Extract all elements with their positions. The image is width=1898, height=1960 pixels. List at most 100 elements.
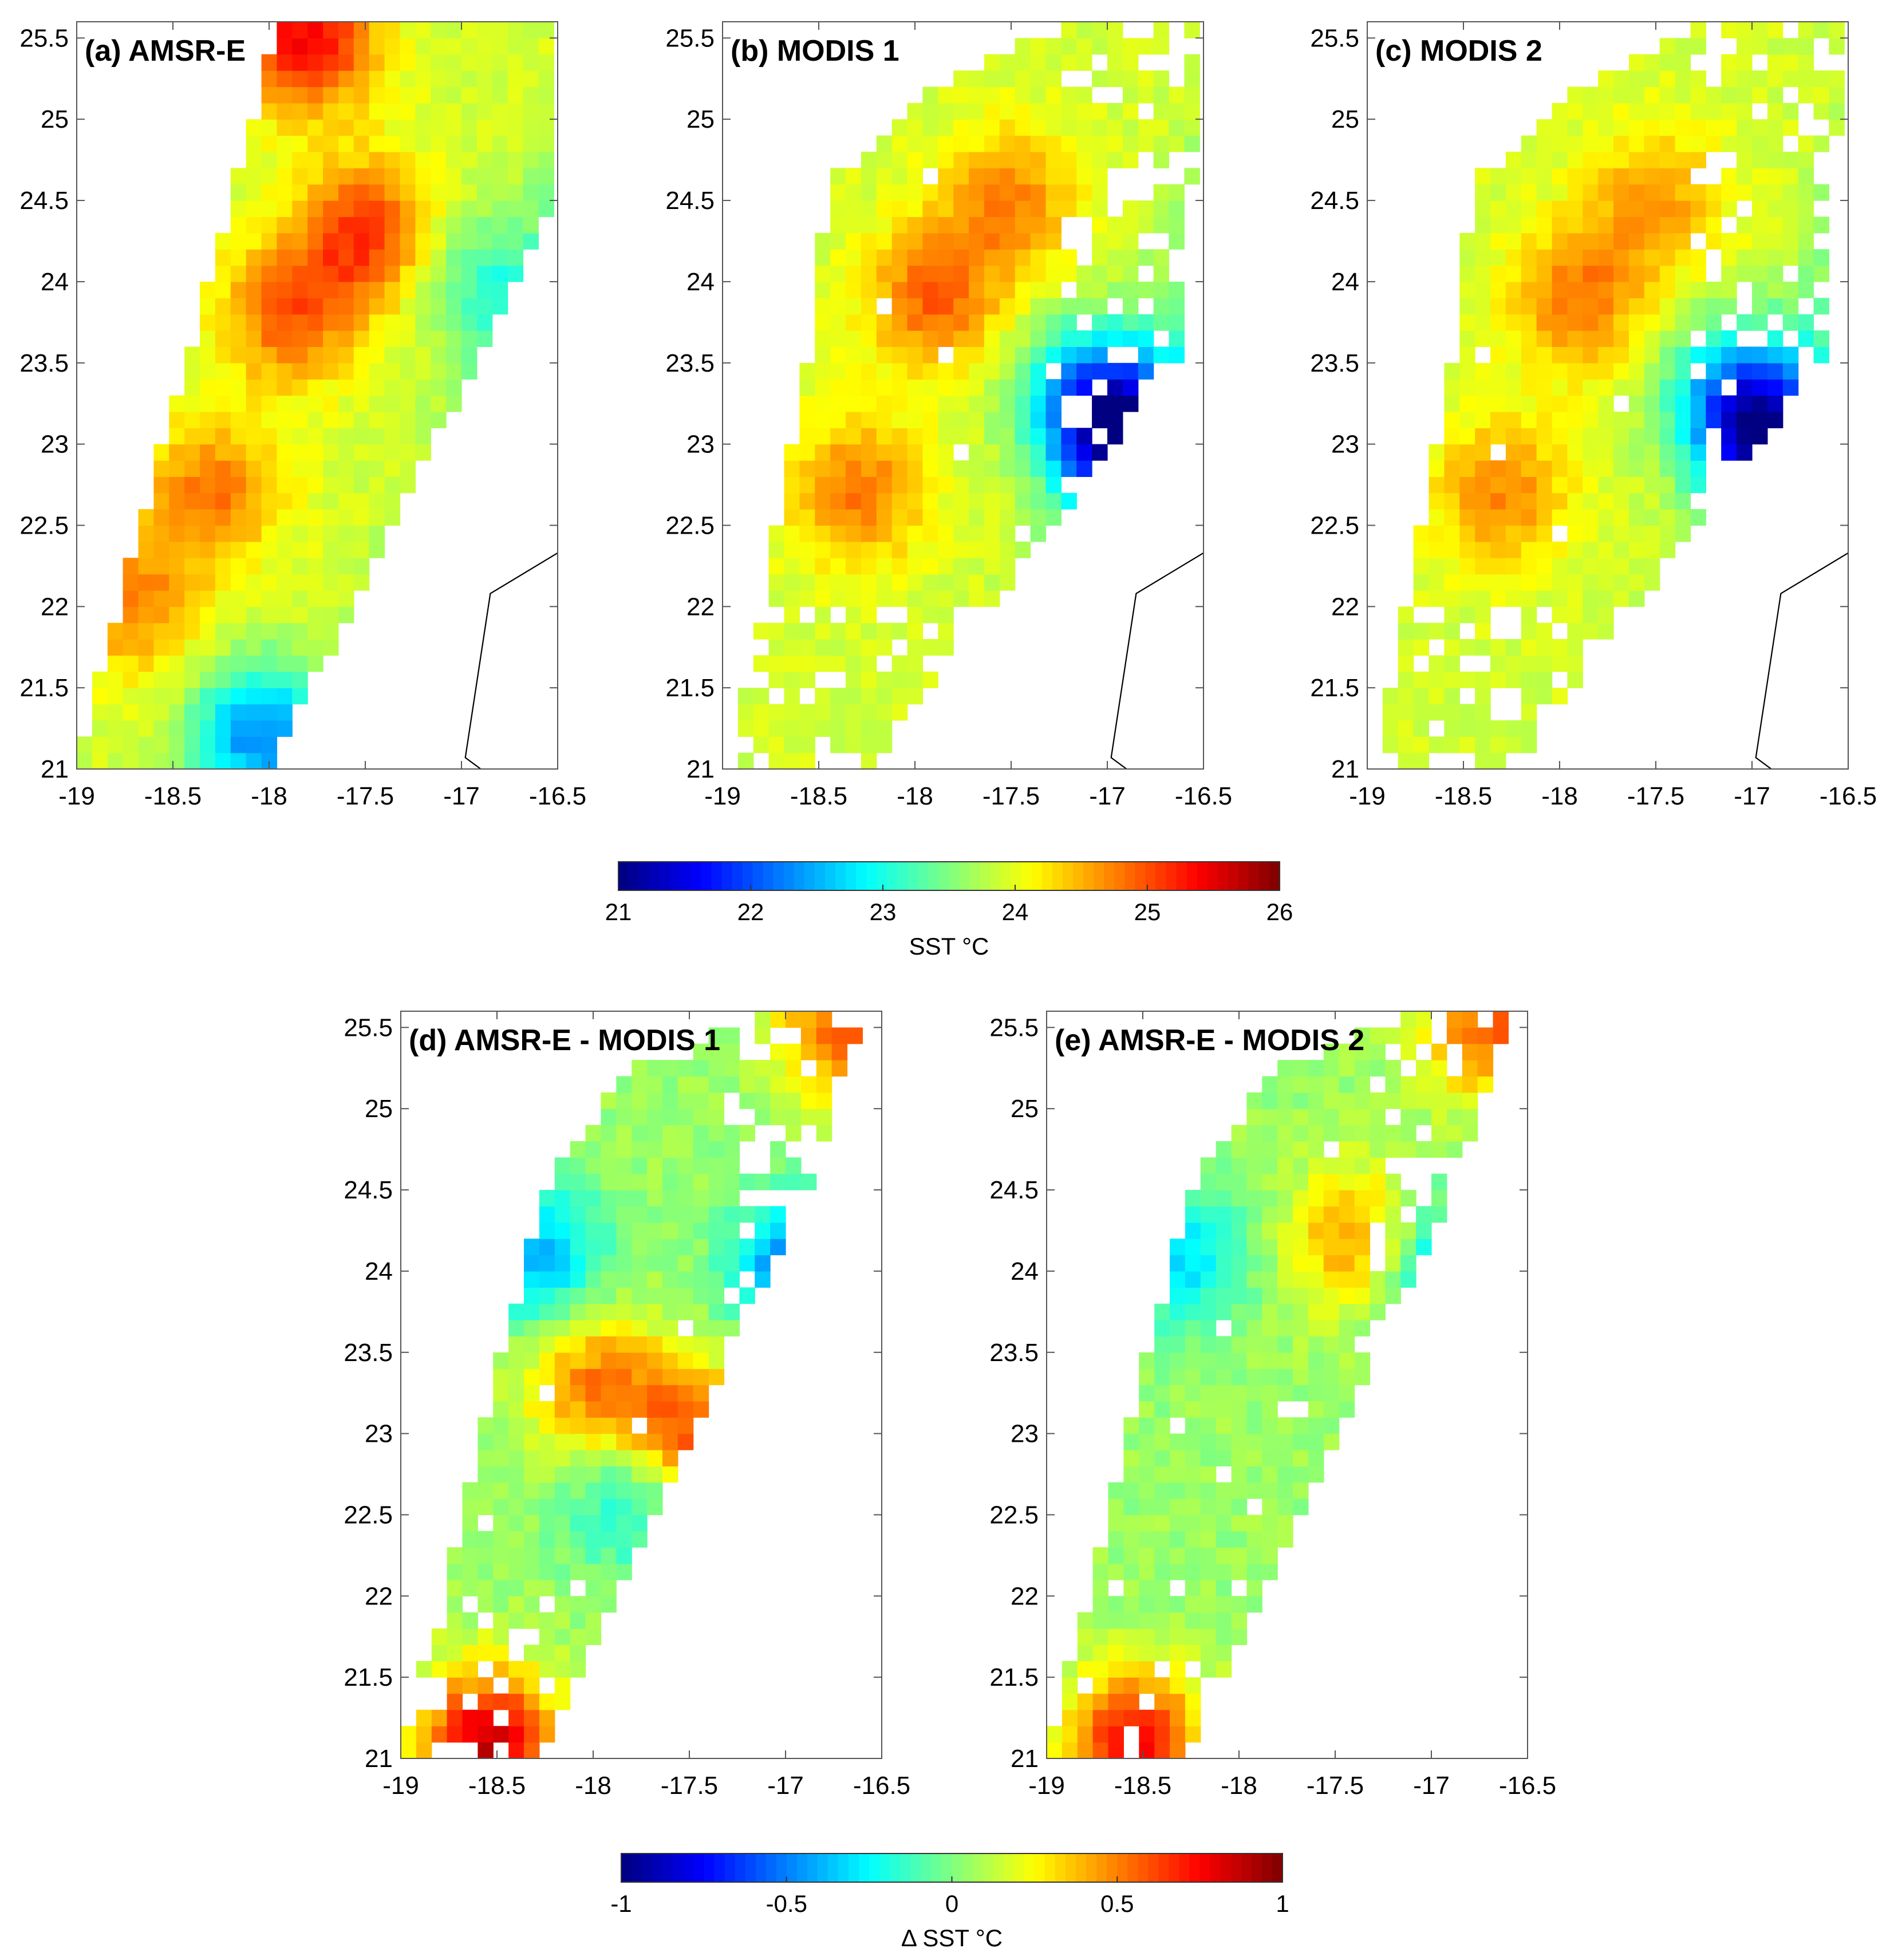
sst-pixel <box>292 606 308 624</box>
sst-pixel <box>184 671 200 688</box>
sst-pixel <box>647 1352 663 1369</box>
sst-pixel <box>953 362 969 380</box>
sst-pixel <box>1505 444 1522 461</box>
sst-pixel <box>1076 330 1092 347</box>
sst-pixel <box>1431 1125 1447 1142</box>
sst-pixel <box>1598 216 1614 234</box>
sst-pixel <box>922 574 938 591</box>
sst-pixel <box>953 216 969 234</box>
sst-pixel <box>353 54 370 71</box>
sst-pixel <box>462 1709 478 1726</box>
sst-pixel <box>200 379 216 396</box>
sst-pixel <box>861 168 877 185</box>
sst-pixel <box>415 281 431 298</box>
sst-pixel <box>1798 265 1814 282</box>
sst-pixel <box>768 704 785 721</box>
sst-pixel <box>830 346 846 364</box>
sst-pixel <box>123 704 139 721</box>
sst-pixel <box>1782 314 1799 331</box>
sst-pixel <box>1598 314 1614 331</box>
sst-pixel <box>861 590 877 607</box>
sst-pixel <box>570 1401 586 1418</box>
sst-pixel <box>753 704 770 721</box>
sst-pixel <box>261 54 278 71</box>
sst-pixel <box>261 541 278 558</box>
sst-pixel <box>570 1239 586 1256</box>
sst-pixel <box>1521 216 1537 234</box>
sst-pixel <box>539 1303 555 1320</box>
sst-pixel <box>891 232 908 250</box>
sst-pixel <box>1246 1125 1262 1142</box>
sst-pixel <box>1782 152 1799 168</box>
sst-pixel <box>462 1563 478 1580</box>
sst-pixel <box>1505 265 1522 282</box>
sst-pixel <box>816 1109 832 1126</box>
sst-pixel <box>1721 249 1737 266</box>
sst-pixel <box>770 1239 786 1256</box>
sst-pixel <box>1429 736 1445 754</box>
sst-pixel <box>1262 1125 1278 1142</box>
sst-pixel <box>1169 232 1185 250</box>
sst-pixel <box>938 541 954 558</box>
sst-pixel <box>876 509 893 526</box>
sst-pixel <box>922 232 938 250</box>
sst-pixel <box>1185 1255 1201 1272</box>
sst-pixel <box>369 102 385 120</box>
sst-pixel <box>1737 314 1753 331</box>
sst-pixel <box>907 541 924 558</box>
sst-pixel <box>1061 152 1077 168</box>
sst-pixel <box>1092 232 1108 250</box>
sst-pixel <box>415 314 431 331</box>
sst-pixel <box>1706 314 1722 331</box>
sst-pixel <box>1154 1320 1170 1336</box>
sst-pixel <box>876 688 893 705</box>
sst-pixel <box>554 1417 571 1434</box>
sst-pixel <box>507 216 524 234</box>
colorbar-swatch <box>763 862 774 890</box>
sst-pixel <box>1122 200 1139 218</box>
sst-pixel <box>1721 54 1737 71</box>
sst-pixel <box>677 1076 694 1093</box>
sst-pixel <box>677 1417 694 1434</box>
sst-pixel <box>1505 379 1522 396</box>
sst-pixel <box>1536 671 1553 688</box>
sst-pixel <box>1339 1109 1355 1126</box>
sst-pixel <box>815 688 831 705</box>
sst-pixel <box>953 460 969 477</box>
sst-pixel <box>353 492 370 510</box>
sst-pixel <box>1154 1742 1170 1758</box>
sst-pixel <box>739 1239 755 1256</box>
sst-pixel <box>585 1433 602 1450</box>
sst-pixel <box>1092 152 1108 168</box>
sst-pixel <box>601 1141 617 1158</box>
sst-pixel <box>461 86 478 104</box>
sst-pixel <box>816 1027 832 1044</box>
sst-pixel <box>1123 1531 1139 1548</box>
sst-pixel <box>169 622 185 640</box>
sst-pixel <box>1505 314 1522 331</box>
sst-pixel <box>538 184 554 201</box>
sst-pixel <box>1076 168 1092 185</box>
sst-pixel <box>1459 736 1475 754</box>
sst-pixel <box>1108 1693 1124 1710</box>
sst-pixel <box>1293 1482 1309 1499</box>
sst-pixel <box>1475 184 1491 201</box>
sst-pixel <box>446 379 462 396</box>
sst-pixel <box>1613 590 1629 607</box>
sst-pixel <box>846 574 862 591</box>
sst-pixel <box>277 152 293 168</box>
sst-pixel <box>1354 1352 1371 1369</box>
sst-pixel <box>431 119 447 136</box>
sst-pixel <box>369 184 385 201</box>
sst-pixel <box>1567 428 1583 445</box>
sst-pixel <box>508 1563 524 1580</box>
colorbar-swatch <box>690 862 701 890</box>
sst-pixel <box>538 119 554 136</box>
sst-pixel <box>215 558 231 575</box>
colorbar-swatch <box>1248 862 1260 890</box>
sst-pixel <box>601 1596 617 1613</box>
sst-pixel <box>169 558 185 575</box>
sst-pixel <box>1231 1239 1248 1256</box>
sst-pixel <box>786 1076 802 1093</box>
sst-pixel <box>323 102 339 120</box>
